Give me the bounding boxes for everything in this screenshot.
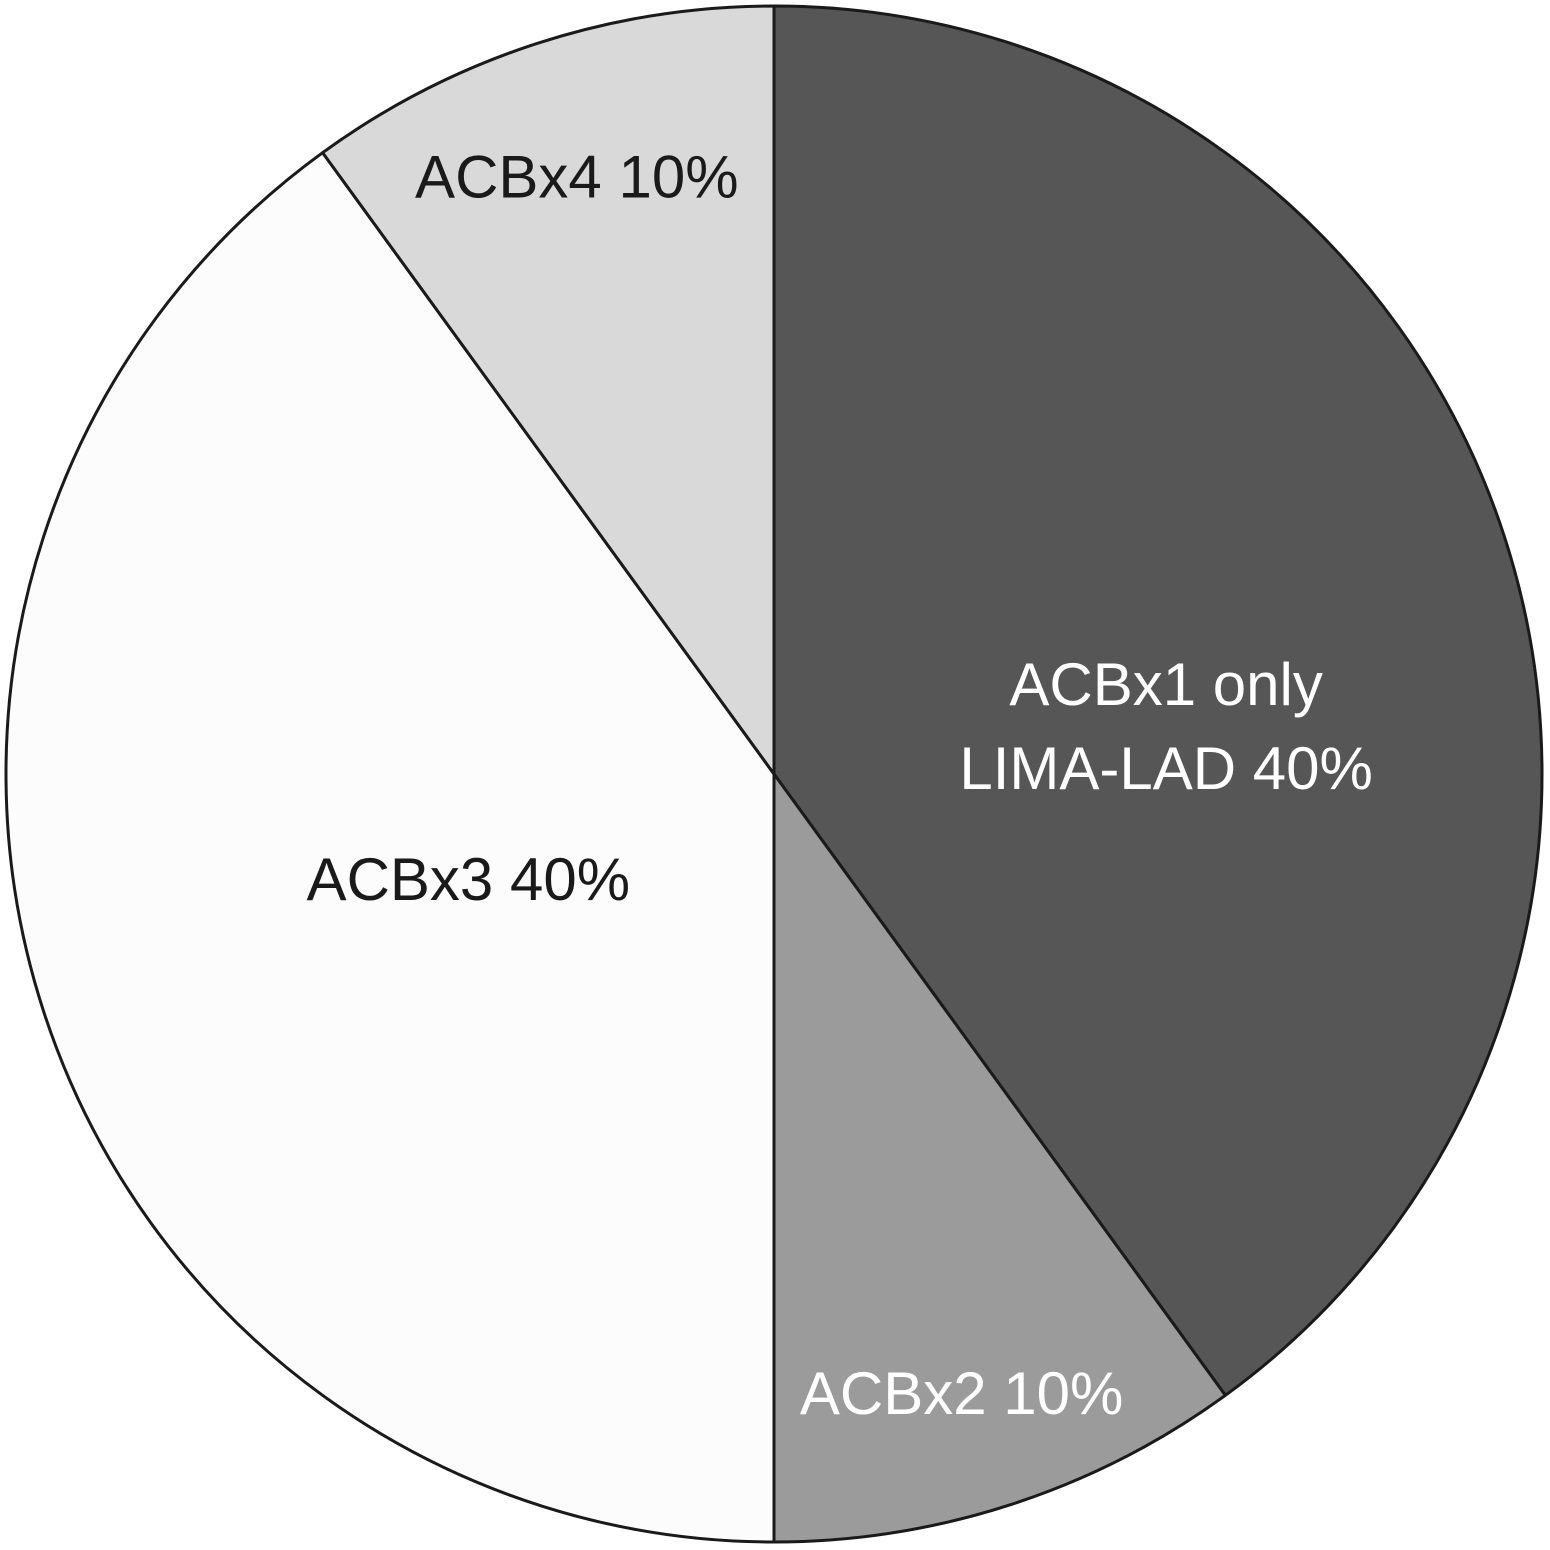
pie-slice-acbx3 [4, 151, 776, 1544]
pie-slice-acbx2 [772, 772, 1227, 1544]
pie-slice-acbx1-lima-lad [772, 4, 1544, 1397]
pie-slice-label-acbx4: ACBx4 10% [415, 144, 739, 211]
pie-slice-label-acbx3: ACBx3 40% [307, 846, 631, 913]
pie-slice-acbx4 [321, 4, 776, 776]
pie-slice-label-acbx1-lima-lad: ACBx1 only LIMA-LAD 40% [959, 651, 1373, 802]
pie-slice-label-acbx2: ACBx2 10% [800, 1360, 1124, 1427]
